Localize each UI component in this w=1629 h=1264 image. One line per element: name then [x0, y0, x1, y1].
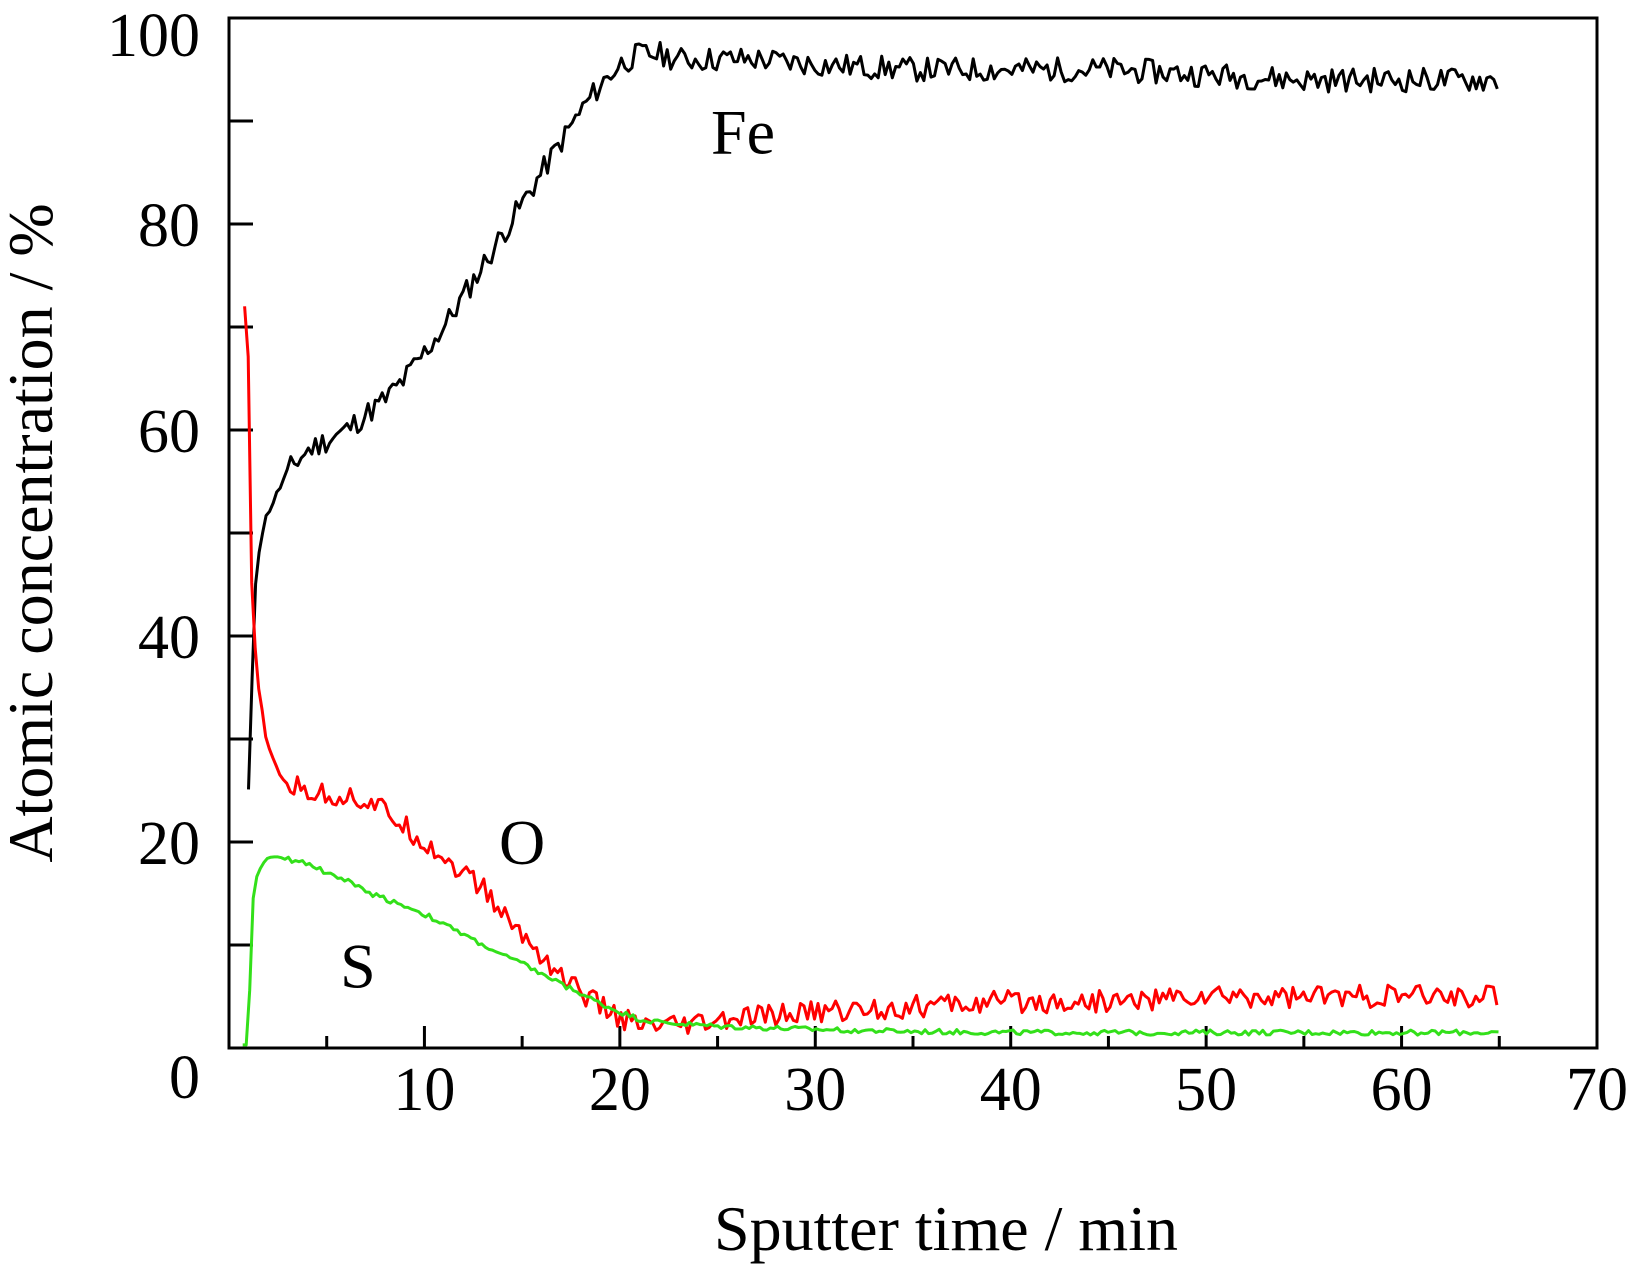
y-tick-label: 40 [138, 604, 200, 672]
y-tick-label: 80 [138, 192, 200, 260]
series-annotation-o: O [499, 807, 545, 878]
y-tick-label: 20 [138, 810, 200, 878]
x-tick-label: 50 [1175, 1056, 1237, 1124]
x-tick-label: 70 [1566, 1056, 1628, 1124]
series-line-o [243, 306, 1499, 1035]
plot-area [227, 16, 1599, 1050]
series-line-s [242, 855, 1499, 1047]
series-annotation-fe: Fe [711, 96, 775, 167]
y-axis-label: Atomic concentration / % [0, 203, 66, 862]
y-tick-label: 0 [169, 1044, 200, 1112]
x-axis-label: Sputter time / min [714, 1193, 1178, 1264]
annotation-layer: Fe O S [340, 96, 775, 1001]
y-tick-label: 100 [107, 2, 200, 70]
y-tick-label: 60 [138, 398, 200, 466]
x-tick-label: 10 [393, 1056, 455, 1124]
tick-labels: 10 20 30 40 50 60 70 0 20 40 60 80 100 [107, 2, 1628, 1124]
x-tick-label: 30 [784, 1056, 846, 1124]
series-annotation-s: S [340, 931, 376, 1002]
x-tick-label: 40 [980, 1056, 1042, 1124]
series-layer [242, 41, 1499, 1047]
x-tick-label: 60 [1371, 1056, 1433, 1124]
series-line-fe [247, 41, 1499, 790]
x-tick-label: 20 [589, 1056, 651, 1124]
